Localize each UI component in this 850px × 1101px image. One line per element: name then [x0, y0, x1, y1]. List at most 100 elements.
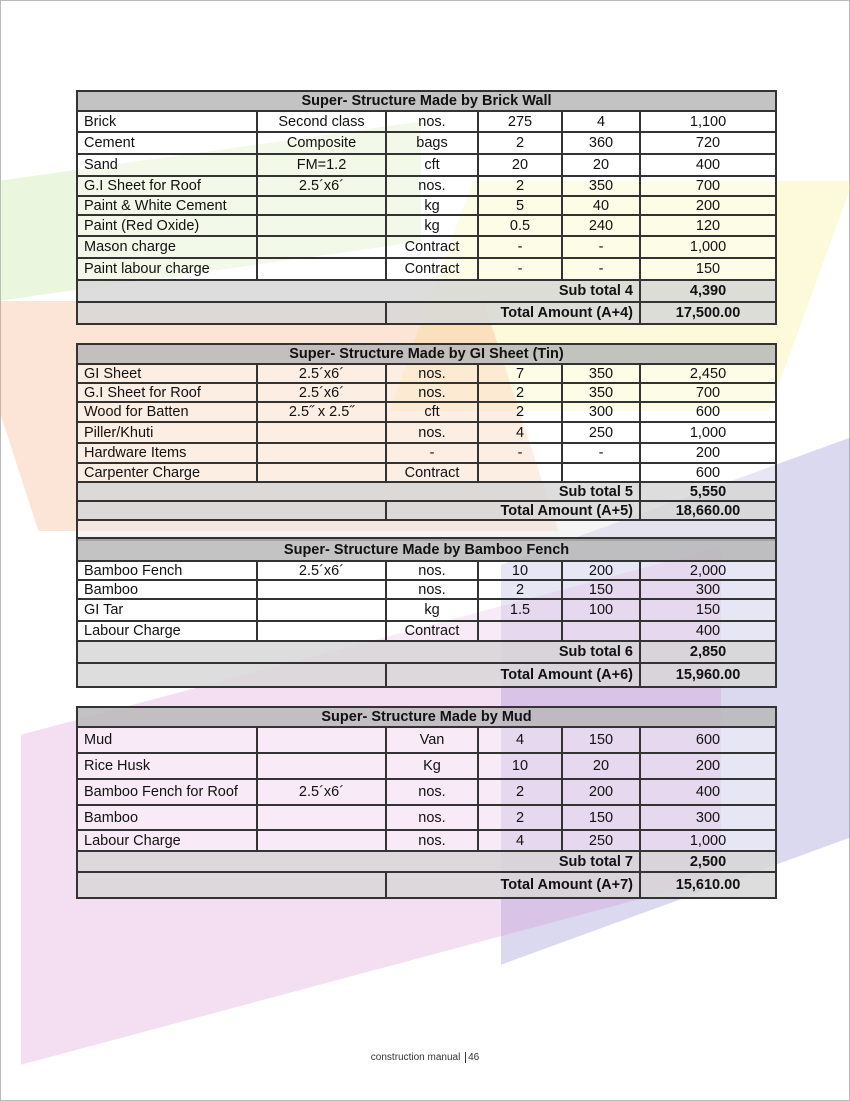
cost-table: Super- Structure Made by GI Sheet (Tin) G…: [76, 343, 777, 541]
table-row: Wood for Batten 2.5˝ x 2.5˝ cft 2 300 600: [76, 401, 777, 423]
specification-cell: [256, 214, 387, 237]
rate-cell: 4: [561, 110, 641, 133]
rate-cell: 250: [561, 829, 641, 852]
quantity-cell: -: [477, 257, 563, 281]
specification-cell: FM=1.2: [256, 153, 387, 177]
item-cell: Wood for Batten: [76, 401, 258, 423]
unit-cell: cft: [385, 401, 479, 423]
unit-cell: Contract: [385, 235, 479, 259]
specification-cell: [256, 752, 387, 780]
subtotal-label: Sub total 7: [76, 850, 641, 873]
blank-cell: [76, 500, 387, 521]
table-row: Sand FM=1.2 cft 20 20 400: [76, 153, 778, 177]
quantity-cell: [477, 462, 563, 483]
item-cell: GI Tar: [76, 598, 258, 622]
table-row: Carpenter Charge Contract 600: [76, 462, 777, 483]
rate-cell: 20: [561, 153, 641, 177]
amount-cell: 1,000: [638, 829, 778, 852]
table-row: Mud Van 4 150 600: [76, 726, 778, 754]
item-cell: Sand: [76, 153, 258, 177]
table-row: Paint & White Cement kg 5 40 200: [76, 195, 778, 216]
quantity-cell: 5: [477, 195, 563, 216]
specification-cell: [256, 421, 387, 444]
table-title: Super- Structure Made by GI Sheet (Tin): [76, 343, 777, 365]
specification-cell: [256, 442, 387, 464]
total-label: Total Amount (A+5): [385, 500, 641, 521]
item-cell: Hardware Items: [76, 442, 258, 464]
amount-cell: 120: [638, 214, 778, 237]
total-label: Total Amount (A+4): [385, 301, 641, 325]
item-cell: Rice Husk: [76, 752, 258, 780]
unit-cell: nos.: [385, 382, 479, 403]
rate-cell: 350: [561, 382, 641, 403]
amount-cell: 400: [638, 620, 778, 642]
quantity-cell: 2: [477, 579, 563, 600]
subtotal-value: 2,850: [638, 640, 778, 664]
table-row: Cement Composite bags 2 360 720: [76, 131, 778, 155]
quantity-cell: 2: [477, 131, 563, 155]
unit-cell: cft: [385, 153, 479, 177]
rate-cell: 350: [561, 363, 641, 384]
unit-cell: nos.: [385, 363, 479, 384]
specification-cell: 2.5´x6´: [256, 363, 387, 384]
footer-text: construction manual: [370, 1052, 461, 1063]
rate-cell: -: [561, 235, 641, 259]
unit-cell: kg: [385, 214, 479, 237]
rate-cell: 200: [561, 778, 641, 806]
unit-cell: kg: [385, 195, 479, 216]
amount-cell: 600: [638, 726, 778, 754]
specification-cell: 2.5´x6´: [256, 175, 387, 197]
item-cell: Brick: [76, 110, 258, 133]
item-cell: Bamboo: [76, 579, 258, 600]
rate-cell: 240: [561, 214, 641, 237]
specification-cell: 2.5´x6´: [256, 560, 387, 581]
unit-cell: nos.: [385, 778, 479, 806]
unit-cell: nos.: [385, 110, 479, 133]
table-row: G.I Sheet for Roof 2.5´x6´ nos. 2 350 700: [76, 175, 778, 197]
specification-cell: [256, 726, 387, 754]
cost-table: Super- Structure Made by Bamboo Fench Bam…: [75, 537, 778, 688]
amount-cell: 200: [638, 195, 778, 216]
table-header: Super- Structure Made by Bamboo Fench: [75, 537, 778, 562]
subtotal-value: 5,550: [639, 481, 777, 502]
item-cell: GI Sheet: [76, 363, 258, 384]
rate-cell: [561, 462, 641, 483]
item-cell: Paint (Red Oxide): [76, 214, 258, 237]
rate-cell: 20: [561, 752, 641, 780]
rate-cell: 350: [561, 175, 641, 197]
item-cell: G.I Sheet for Roof: [76, 175, 258, 197]
blank-cell: [76, 301, 387, 325]
rate-cell: 150: [561, 726, 641, 754]
amount-cell: 700: [638, 175, 778, 197]
rate-cell: 150: [561, 804, 641, 831]
blank-cell: [76, 662, 387, 688]
subtotal-row: Sub total 4 4,390: [76, 279, 778, 303]
rate-cell: 100: [561, 598, 641, 622]
specification-cell: [256, 804, 387, 831]
total-row: Total Amount (A+5) 18,660.00: [76, 500, 777, 521]
subtotal-row: Sub total 7 2,500: [76, 850, 778, 873]
item-cell: Bamboo: [76, 804, 258, 831]
amount-cell: 2,000: [638, 560, 778, 581]
quantity-cell: 7: [477, 363, 563, 384]
unit-cell: Contract: [385, 620, 479, 642]
specification-cell: [256, 235, 387, 259]
quantity-cell: 4: [477, 421, 563, 444]
specification-cell: [256, 257, 387, 281]
unit-cell: nos.: [385, 560, 479, 581]
footer: construction manual 46: [0, 1052, 850, 1063]
amount-cell: 200: [639, 442, 777, 464]
rate-cell: -: [561, 442, 641, 464]
table-title: Super- Structure Made by Bamboo Fench: [75, 537, 778, 562]
amount-cell: 300: [638, 804, 778, 831]
quantity-cell: 1.5: [477, 598, 563, 622]
specification-cell: [256, 579, 387, 600]
quantity-cell: 2: [477, 804, 563, 831]
table-row: GI Sheet 2.5´x6´ nos. 7 350 2,450: [76, 363, 777, 384]
rate-cell: [561, 620, 641, 642]
unit-cell: nos.: [385, 579, 479, 600]
amount-cell: 1,000: [638, 235, 778, 259]
item-cell: Bamboo Fench: [76, 560, 258, 581]
total-row: Total Amount (A+4) 17,500.00: [76, 301, 778, 325]
unit-cell: nos.: [385, 175, 479, 197]
